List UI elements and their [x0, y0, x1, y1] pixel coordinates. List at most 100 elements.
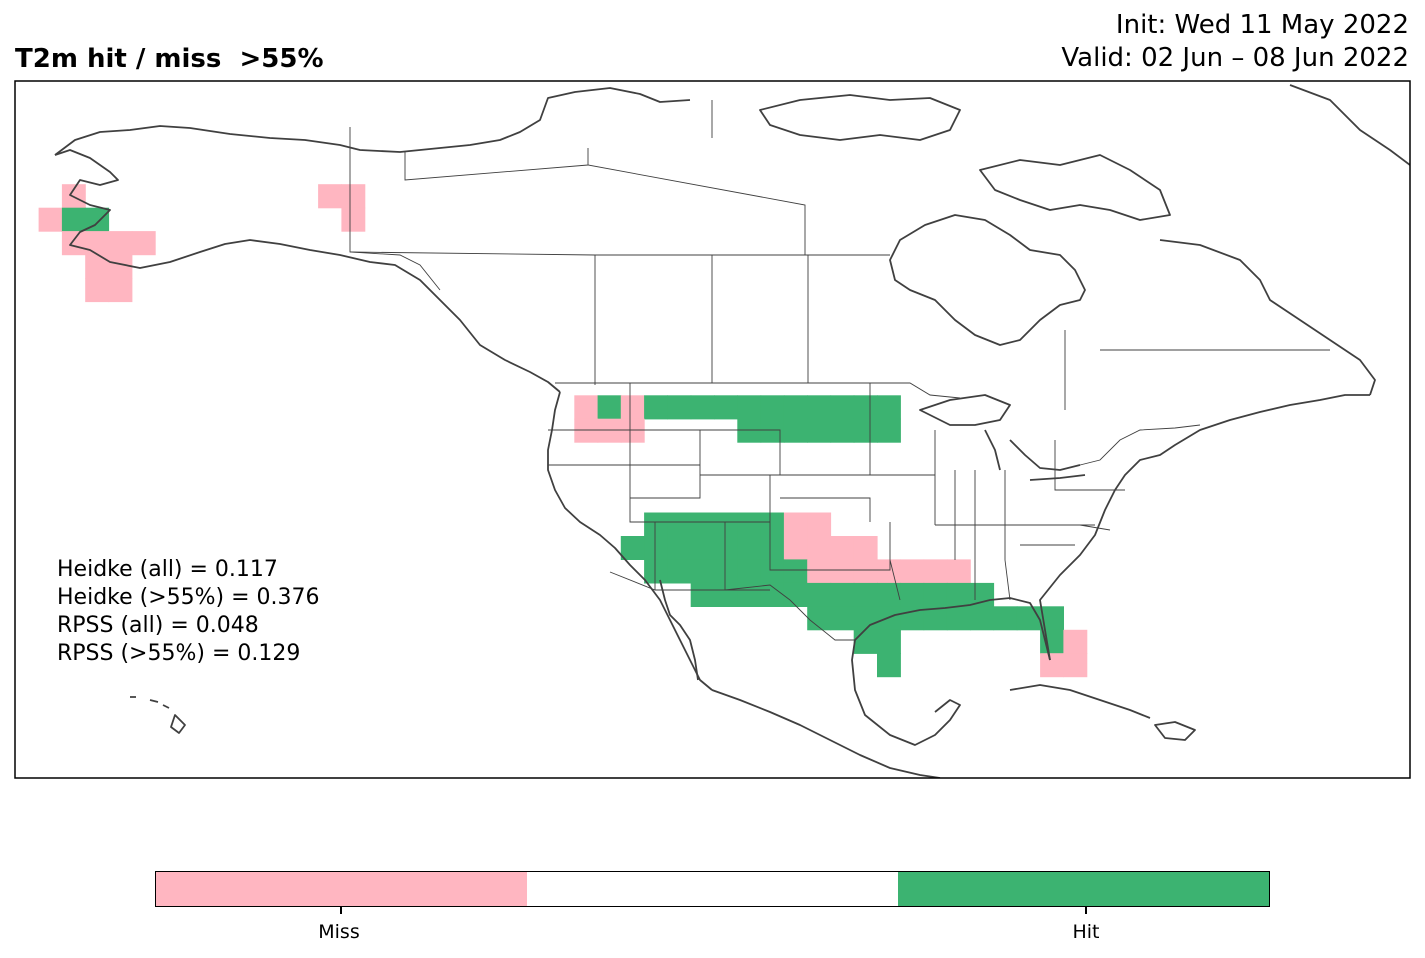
grid-cell-miss	[946, 559, 971, 584]
grid-cell-miss	[131, 231, 156, 256]
grid-cell-hit	[760, 512, 785, 537]
grid-cell-miss	[1063, 653, 1088, 678]
grid-cell-hit	[946, 606, 971, 631]
map-background	[15, 81, 1410, 778]
grid-cell-hit	[783, 418, 808, 443]
border-layer	[349, 100, 1330, 641]
rpss-all-score: RPSS (all) = 0.048	[57, 613, 259, 638]
grid-cell-hit	[737, 559, 762, 584]
grid-cell-hit	[970, 606, 995, 631]
grid-cell-hit	[737, 536, 762, 560]
grid-cell-hit	[783, 559, 808, 584]
grid-cell-miss	[620, 418, 645, 443]
colorbar-tick-hit	[1085, 907, 1087, 914]
grid-cell-layer	[38, 184, 1088, 678]
grid-cell-hit	[783, 582, 808, 607]
grid-cell-hit	[644, 512, 668, 537]
coastline-layer	[54, 84, 1410, 778]
grid-cell-miss	[923, 559, 948, 584]
colorbar-neutral-segment	[527, 872, 898, 906]
grid-cell-hit	[830, 582, 855, 607]
grid-cell-hit	[760, 559, 785, 584]
heidke-all-score: Heidke (all) = 0.117	[57, 557, 278, 582]
grid-cell-hit	[923, 582, 948, 607]
grid-cell-miss	[900, 559, 925, 584]
grid-cell-miss	[38, 207, 63, 232]
grid-cell-hit	[714, 582, 738, 607]
grid-cell-hit	[946, 582, 971, 607]
rpss-55-score: RPSS (>55%) = 0.129	[57, 641, 301, 666]
grid-cell-miss	[597, 418, 622, 443]
grid-cell-hit	[737, 395, 762, 420]
grid-cell-hit	[877, 629, 901, 654]
grid-cell-hit	[877, 395, 901, 420]
grid-cell-hit	[807, 606, 832, 631]
map-frame	[14, 80, 1411, 779]
grid-cell-hit	[714, 512, 738, 537]
grid-cell-miss	[620, 395, 645, 420]
grid-cell-hit	[667, 395, 692, 420]
grid-cell-hit	[690, 582, 715, 607]
grid-cell-miss	[853, 559, 878, 584]
grid-cell-miss	[85, 278, 110, 303]
grid-cell-hit	[714, 559, 738, 584]
grid-cell-hit	[853, 629, 878, 654]
grid-cell-hit	[853, 606, 878, 631]
grid-cell-hit	[900, 582, 925, 607]
colorbar-hit-segment	[898, 872, 1269, 906]
grid-cell-hit	[993, 606, 1018, 631]
grid-cell-hit	[807, 418, 832, 443]
coastline-alaska	[54, 149, 561, 393]
grid-cell-hit	[877, 582, 901, 607]
grid-cell-hit	[877, 653, 901, 678]
colorbar-miss-segment	[156, 872, 527, 906]
colorbar-label-miss: Miss	[318, 921, 360, 943]
coastline-alaska-north	[54, 87, 691, 156]
coastline-gulf	[711, 689, 941, 778]
coastline-gulf-us	[854, 597, 1051, 661]
grid-cell-hit	[853, 418, 878, 443]
map-title: T2m hit / miss >55%	[15, 44, 324, 74]
grid-cell-miss	[61, 231, 86, 256]
grid-cell-miss	[877, 559, 901, 584]
grid-cell-hit	[853, 582, 878, 607]
coastline-east-us	[1039, 394, 1370, 661]
grid-cell-hit	[644, 395, 668, 420]
grid-cell-hit	[807, 395, 832, 420]
grid-cell-hit	[1016, 606, 1041, 631]
grid-cell-miss	[108, 254, 133, 279]
coastline-baffin	[979, 154, 1171, 221]
grid-cell-miss	[807, 536, 832, 560]
grid-cell-hit	[923, 606, 948, 631]
coastline-arctic-islands	[759, 94, 961, 141]
grid-cell-hit	[830, 395, 855, 420]
grid-cell-miss	[807, 512, 832, 537]
grid-cell-hit	[690, 536, 715, 560]
grid-cell-hit	[690, 395, 715, 420]
grid-cell-hit	[667, 536, 692, 560]
grid-cell-hit	[737, 512, 762, 537]
coastline-hawaii	[130, 696, 186, 734]
grid-cell-hit	[760, 536, 785, 560]
grid-cell-miss	[807, 559, 832, 584]
grid-cell-hit	[620, 536, 645, 560]
coastline-west-us	[547, 391, 713, 691]
grid-cell-hit	[597, 395, 622, 420]
grid-cell-hit	[877, 418, 901, 443]
grid-cell-hit	[667, 559, 692, 584]
grid-cell-miss	[85, 231, 110, 256]
grid-cell-hit	[737, 418, 762, 443]
grid-cell-hit	[690, 559, 715, 584]
border-us-canada	[555, 382, 1201, 471]
grid-cell-miss	[341, 207, 366, 232]
coastline-gulf-mexico	[851, 639, 961, 746]
coastline-hispaniola	[1154, 721, 1196, 741]
grid-cell-miss	[108, 231, 133, 256]
grid-cell-hit	[737, 582, 762, 607]
valid-period-label: Valid: 02 Jun – 08 Jun 2022	[1061, 43, 1409, 73]
grid-cell-miss	[318, 184, 342, 209]
grid-cell-miss	[574, 418, 599, 443]
grid-cell-hit	[690, 512, 715, 537]
grid-cell-hit	[644, 559, 668, 584]
grid-cell-miss	[853, 536, 878, 560]
